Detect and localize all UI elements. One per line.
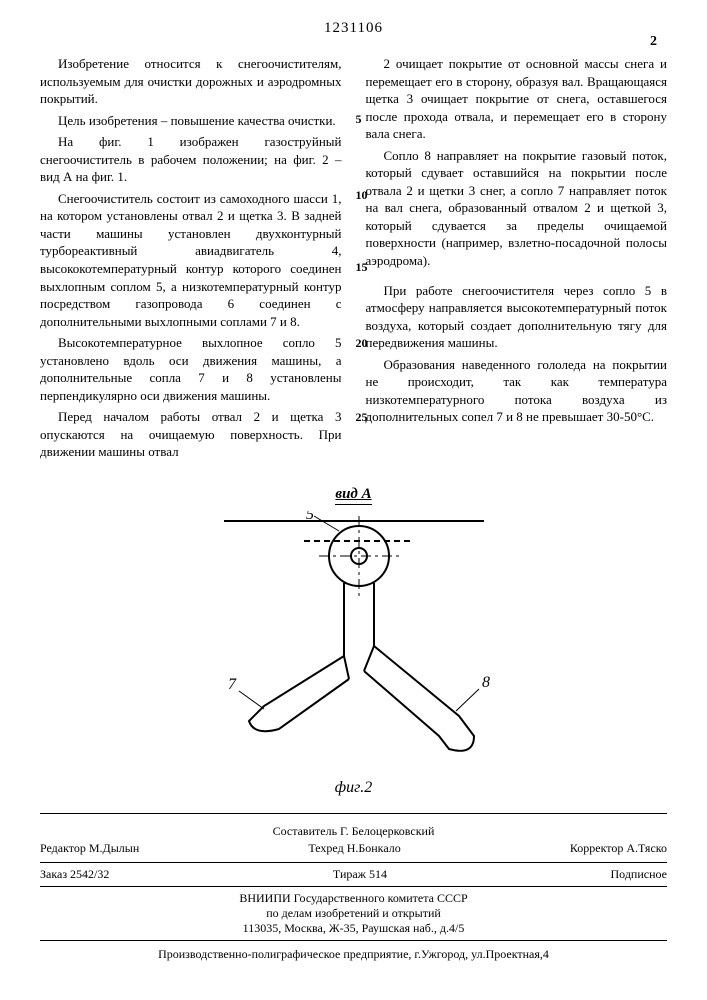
figure-bottom-label: фиг.2 [40,779,667,797]
credits-block: Составитель Г. Белоцерковский Редактор М… [40,813,667,962]
column-marker: 2 [650,33,657,52]
callout-7: 7 [228,676,237,693]
editor: Редактор М.Дылын [40,841,139,856]
footer: Производственно-полиграфическое предприя… [40,941,667,962]
paragraph: Изобретение относится к снегоочистителям… [40,55,342,108]
committee-line: по делам изобретений и открытий [40,906,667,921]
paragraph: Сопло 8 направляет на покрытие газовый п… [366,147,668,270]
figure-svg: 5 7 8 [194,511,514,771]
text-columns: Изобретение относится к снегоочистителям… [40,55,667,465]
line-number: 5 [356,111,362,127]
paragraph: На фиг. 1 изображен газоструйный снегооч… [40,133,342,186]
order-row: Заказ 2542/32 Тираж 514 Подписное [40,862,667,887]
right-column: 2 2 очищает покрытие от основной массы с… [366,55,668,465]
paragraph: Перед началом работы отвал 2 и щетка 3 о… [40,408,342,461]
committee-block: ВНИИПИ Государственного комитета СССР по… [40,887,667,941]
paragraph: Образования наведенного гололеда на покр… [366,356,668,426]
paragraph: 2 очищает покрытие от основной массы сне… [366,55,668,143]
order-sign: Подписное [611,867,668,882]
paragraph: Высокотемпературное выхлопное сопло 5 ус… [40,334,342,404]
compiler: Составитель Г. Белоцерковский [40,824,667,839]
left-column: Изобретение относится к снегоочистителям… [40,55,342,465]
techred: Техред Н.Бонкало [308,841,400,856]
committee-line: ВНИИПИ Государственного комитета СССР [40,891,667,906]
figure-top-label: вид А [335,486,371,505]
corrector: Корректор А.Тяско [570,841,667,856]
paragraph: При работе снегоочистителя через сопло 5… [366,282,668,352]
order-zakaz: Заказ 2542/32 [40,867,109,882]
figure-2: вид А [40,485,667,797]
paragraph: Снегоочиститель состоит из самоходного ш… [40,190,342,330]
patent-page: 1231106 Изобретение относится к снегоочи… [0,0,707,972]
callout-5: 5 [306,511,314,523]
paragraph: Цель изобретения – повышение качества оч… [40,112,342,130]
committee-line: 113035, Москва, Ж-35, Раушская наб., д.4… [40,921,667,936]
order-tirazh: Тираж 514 [333,867,387,882]
page-number: 1231106 [40,20,667,37]
callout-8: 8 [482,674,490,691]
